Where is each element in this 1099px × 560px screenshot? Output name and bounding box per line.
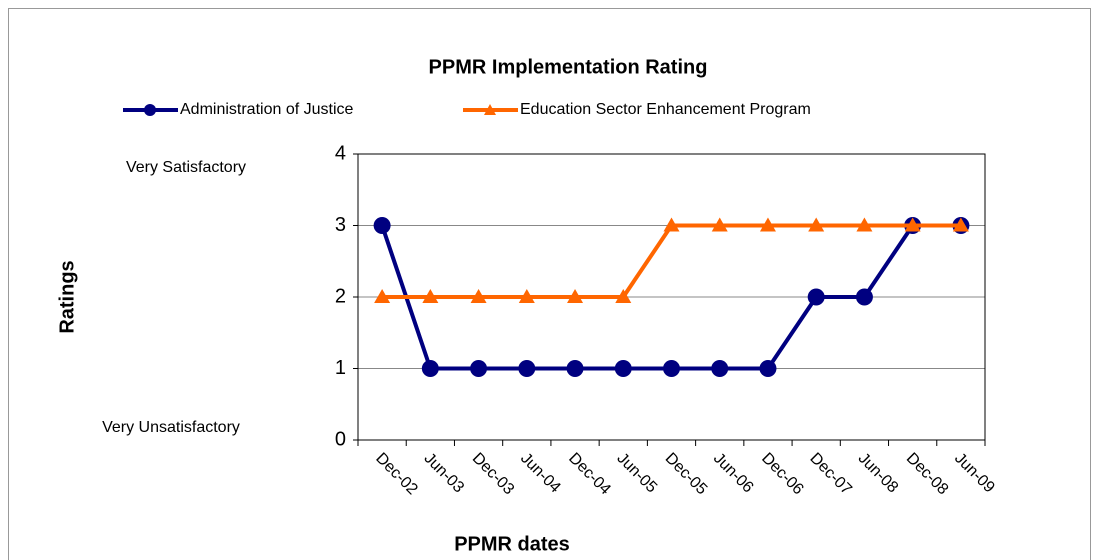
annotation: Very Satisfactory <box>126 159 246 176</box>
y-tick-label: 4 <box>335 142 346 164</box>
x-axis-label: PPMR dates <box>454 533 570 555</box>
x-tick-label: Jun-06 <box>710 450 757 497</box>
line-marker <box>422 289 439 303</box>
y-tick-label: 3 <box>335 214 346 236</box>
line-marker <box>567 289 584 303</box>
line-marker <box>807 288 825 306</box>
x-tick-label: Dec-05 <box>662 450 711 499</box>
chart-border <box>8 8 1091 560</box>
x-tick-label: Dec-04 <box>565 450 614 499</box>
line-marker <box>663 217 680 232</box>
line-marker <box>421 360 439 377</box>
x-tick-label: Jun-05 <box>613 450 660 497</box>
line-marker <box>470 360 488 377</box>
line-marker <box>904 217 921 232</box>
legend-label: Administration of Justice <box>180 101 354 118</box>
line-marker <box>855 288 873 306</box>
line-marker <box>663 360 680 377</box>
line-marker <box>615 289 632 303</box>
y-tick-label: 1 <box>335 357 346 379</box>
y-tick-label: 0 <box>335 428 346 450</box>
legend-label: Education Sector Enhancement Program <box>520 101 811 118</box>
x-tick-label: Jun-08 <box>855 450 902 497</box>
line-marker <box>566 360 584 377</box>
chart-title: PPMR Implementation Rating <box>429 56 708 78</box>
line-marker <box>856 217 873 232</box>
annotation: Very Unsatisfactory <box>102 419 240 436</box>
line-marker <box>518 360 536 377</box>
plot-border <box>357 153 986 441</box>
line-marker <box>518 289 535 303</box>
x-tick-label: Jun-09 <box>951 450 998 497</box>
y-axis-label: Ratings <box>56 260 78 333</box>
line-marker <box>373 217 391 234</box>
x-tick-label: Dec-06 <box>758 450 807 499</box>
line-marker <box>470 289 487 303</box>
line-marker <box>952 217 969 232</box>
x-tick-label: Dec-07 <box>806 450 855 499</box>
line-marker <box>759 217 776 232</box>
x-tick-label: Dec-02 <box>372 450 421 499</box>
y-tick-label: 2 <box>335 285 346 307</box>
x-tick-label: Jun-04 <box>517 450 564 497</box>
legend-marker <box>484 104 496 115</box>
x-tick-label: Dec-03 <box>469 450 518 499</box>
x-tick-label: Jun-03 <box>421 450 468 497</box>
x-tick-label: Dec-08 <box>903 450 952 499</box>
line-marker <box>711 360 729 377</box>
line-marker <box>711 217 728 232</box>
legend-marker <box>144 104 156 116</box>
line-marker <box>614 360 632 377</box>
line-marker <box>374 289 391 303</box>
line-marker <box>808 217 825 232</box>
line-marker <box>759 360 777 377</box>
